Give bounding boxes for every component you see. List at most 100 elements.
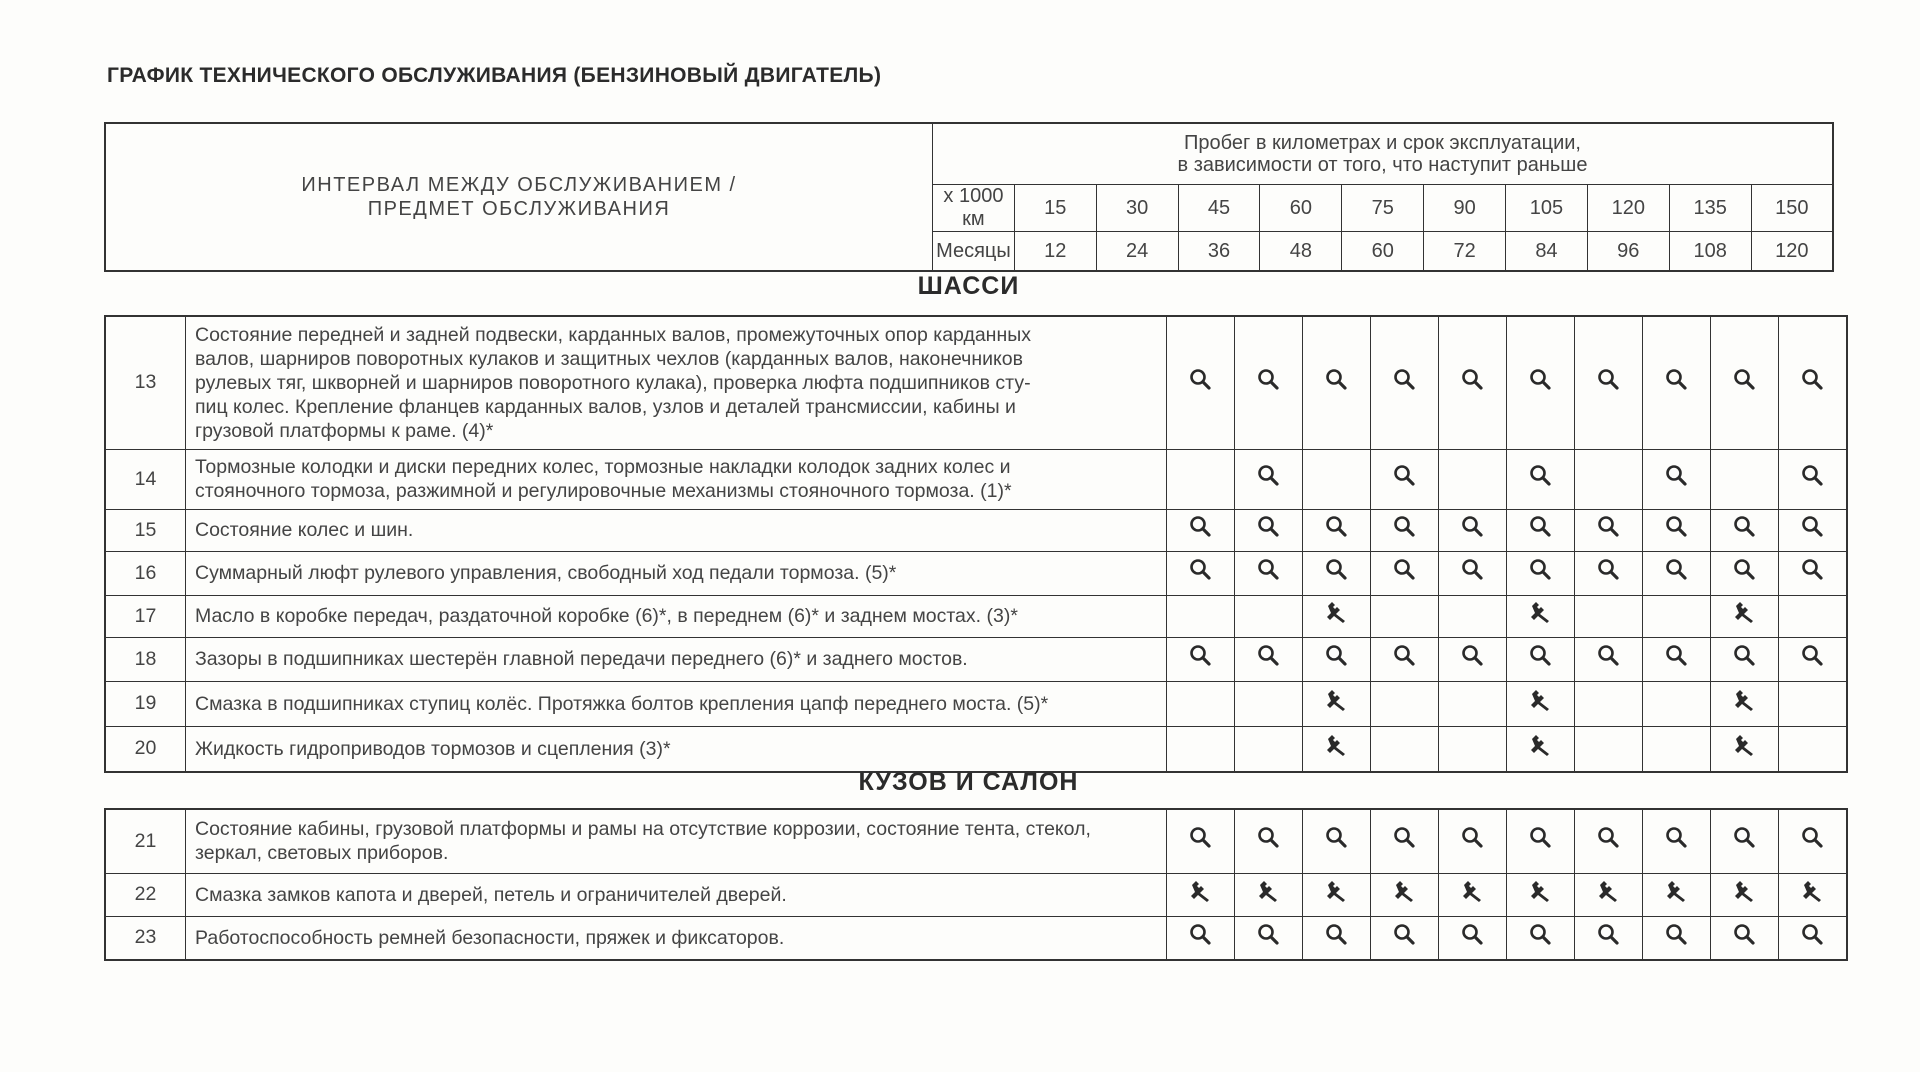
description-line: пиц колес. Крепление фланцев карданных в… [195, 395, 1016, 418]
magnifier-icon [1574, 636, 1643, 682]
empty-cell [1574, 680, 1643, 727]
magnifier-icon [1506, 315, 1575, 450]
interval-label: ИНТЕРВАЛ МЕЖДУ ОБСЛУЖИВАНИЕМ / ПРЕДМЕТ О… [104, 122, 933, 272]
magnifier-icon [1234, 550, 1303, 596]
magnifier-icon [1506, 915, 1575, 961]
magnifier-icon [1234, 315, 1303, 450]
item-number: 19 [104, 680, 186, 727]
table-row: 14 Тормозные колодки и диски передних кол… [104, 448, 1848, 510]
description-line: Тормозные колодки и диски передних колес… [195, 456, 1011, 478]
magnifier-icon [1506, 448, 1575, 510]
wrench-icon [1234, 872, 1303, 917]
item-number: 14 [104, 448, 186, 510]
months-value: 36 [1177, 231, 1261, 272]
magnifier-icon [1166, 508, 1235, 552]
magnifier-icon [1778, 448, 1848, 510]
empty-cell [1370, 725, 1439, 773]
months-value: 96 [1586, 231, 1670, 272]
magnifier-icon [1302, 508, 1371, 552]
magnifier-icon [1370, 636, 1439, 682]
item-description: Жидкость гидроприводов тормозов и сцепле… [185, 725, 1167, 773]
magnifier-icon [1574, 550, 1643, 596]
km-row: х 1000 км 15 30 45 60 75 90 105 120 135 150 [105, 184, 1834, 232]
wrench-icon [1302, 594, 1371, 638]
item-description: Тормозные колодки и диски передних колес… [185, 448, 1167, 510]
item-number: 16 [104, 550, 186, 596]
table-row: 16 Суммарный люфт рулевого управления, св… [104, 550, 1848, 596]
table-row: 15 Состояние колес и шин. [104, 508, 1848, 552]
km-value: 75 [1341, 184, 1425, 232]
magnifier-icon [1642, 915, 1711, 961]
magnifier-icon [1370, 550, 1439, 596]
item-description: Состояние передней и задней подвески, ка… [185, 315, 1167, 450]
months-value: 84 [1505, 231, 1588, 272]
magnifier-icon [1302, 808, 1371, 874]
wrench-icon [1710, 725, 1779, 773]
mileage-label: Пробег в километрах и срок эксплуатации,… [932, 122, 1834, 185]
months-label: Месяцы [932, 231, 1015, 272]
mileage-label-line: Пробег в километрах и срок эксплуатации, [1184, 132, 1581, 154]
wrench-icon [1302, 725, 1371, 773]
empty-cell [1370, 680, 1439, 727]
months-value: 72 [1423, 231, 1507, 272]
magnifier-icon [1302, 315, 1371, 450]
empty-cell [1778, 680, 1848, 727]
item-description: Суммарный люфт рулевого управления, своб… [185, 550, 1167, 596]
interval-label-line: ИНТЕРВАЛ МЕЖДУ ОБСЛУЖИВАНИЕМ / [301, 174, 737, 196]
item-description: Работоспособность ремней безопасности, п… [185, 915, 1167, 961]
magnifier-icon [1438, 315, 1507, 450]
magnifier-icon [1506, 550, 1575, 596]
table-row: 13 Состояние передней и задней подвески, … [104, 315, 1848, 450]
item-number: 23 [104, 915, 186, 961]
km-label: х 1000 км [932, 184, 1015, 232]
item-number: 20 [104, 725, 186, 773]
km-value: 105 [1505, 184, 1588, 232]
magnifier-icon [1234, 808, 1303, 874]
km-value: 45 [1177, 184, 1261, 232]
wrench-icon [1506, 594, 1575, 638]
magnifier-icon [1302, 915, 1371, 961]
wrench-icon [1710, 872, 1779, 917]
empty-cell [1710, 448, 1779, 510]
wrench-icon [1710, 680, 1779, 727]
wrench-icon [1370, 872, 1439, 917]
wrench-icon [1574, 872, 1643, 917]
magnifier-icon [1710, 550, 1779, 596]
magnifier-icon [1234, 508, 1303, 552]
empty-cell [1438, 448, 1507, 510]
magnifier-icon [1438, 636, 1507, 682]
table-row: 21 Состояние кабины, грузовой платформы и… [104, 808, 1848, 874]
magnifier-icon [1574, 915, 1643, 961]
magnifier-icon [1166, 550, 1235, 596]
magnifier-icon [1302, 550, 1371, 596]
months-value: 60 [1341, 231, 1425, 272]
table-row: 19 Смазка в подшипниках ступиц колёс. Про… [104, 680, 1848, 727]
empty-cell [1166, 448, 1235, 510]
item-description: Смазка в подшипниках ступиц колёс. Протя… [185, 680, 1167, 727]
item-description: Зазоры в подшипниках шестерён главной пе… [185, 636, 1167, 682]
table-row: 20 Жидкость гидроприводов тормозов и сцеп… [104, 725, 1848, 773]
description-line: Состояние передней и задней подвески, ка… [195, 323, 1031, 346]
empty-cell [1166, 680, 1235, 727]
months-row: Месяцы 12 24 36 48 60 72 84 96 108 120 [105, 231, 1834, 272]
km-value: 135 [1668, 184, 1752, 232]
magnifier-icon [1370, 508, 1439, 552]
magnifier-icon [1370, 448, 1439, 510]
empty-cell [1438, 725, 1507, 773]
magnifier-icon [1778, 636, 1848, 682]
description-line: Работоспособность ремней безопасности, п… [195, 926, 785, 949]
schedule-header-table: ИНТЕРВАЛ МЕЖДУ ОБСЛУЖИВАНИЕМ / ПРЕДМЕТ О… [104, 122, 1834, 272]
wrench-icon [1506, 680, 1575, 727]
magnifier-icon [1506, 808, 1575, 874]
months-value: 24 [1095, 231, 1179, 272]
item-description: Состояние кабины, грузовой платформы и р… [185, 808, 1167, 874]
empty-cell [1642, 725, 1711, 773]
wrench-icon [1710, 594, 1779, 638]
item-number: 21 [104, 808, 186, 874]
magnifier-icon [1506, 636, 1575, 682]
km-value: 120 [1586, 184, 1670, 232]
wrench-icon [1506, 872, 1575, 917]
magnifier-icon [1234, 636, 1303, 682]
magnifier-icon [1234, 448, 1303, 510]
magnifier-icon [1778, 550, 1848, 596]
